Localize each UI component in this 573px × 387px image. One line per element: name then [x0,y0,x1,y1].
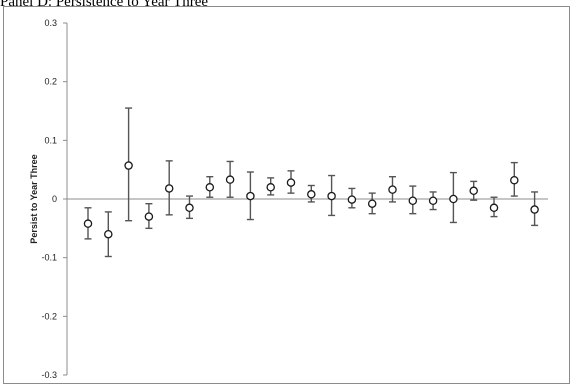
point-marker [530,205,539,214]
point-marker [144,212,154,221]
point-marker [205,183,215,192]
y-tick-label: -0.1 [41,253,57,263]
point-marker [449,194,458,204]
point-marker [408,196,418,206]
y-tick-label: -0.3 [41,370,57,380]
y-tick-label: 0.1 [44,135,57,145]
y-tick-label: 0.3 [44,18,57,28]
y-axis: 0.3 0.2 0.1 0 -0.1 -0.2 -0.3 [41,18,68,380]
point-marker [104,229,113,239]
point-marker [510,175,519,185]
y-tick-label: 0.2 [44,77,57,87]
point-marker [185,203,194,213]
point-marker [286,178,296,187]
point-marker [307,190,316,199]
point-marker [246,191,255,201]
point-marker [489,203,499,213]
panel-title: Panel D: Persistence to Year Three [0,0,209,10]
point-marker [83,219,93,228]
chart-frame [3,6,570,384]
y-axis-label: Persist to Year Three [29,154,39,243]
point-marker [367,199,377,208]
error-bars [84,107,539,258]
y-tick-label: 0 [52,194,57,204]
y-tick-label: -0.2 [41,311,57,321]
point-marker [469,186,478,196]
point-marker [124,161,133,170]
point-marker [164,184,174,193]
point-marker [428,196,438,206]
point-marker [327,191,336,201]
point-marker [225,175,235,184]
point-marker [266,183,275,192]
point-markers [83,161,539,239]
point-marker [388,185,397,194]
point-marker [347,195,357,204]
